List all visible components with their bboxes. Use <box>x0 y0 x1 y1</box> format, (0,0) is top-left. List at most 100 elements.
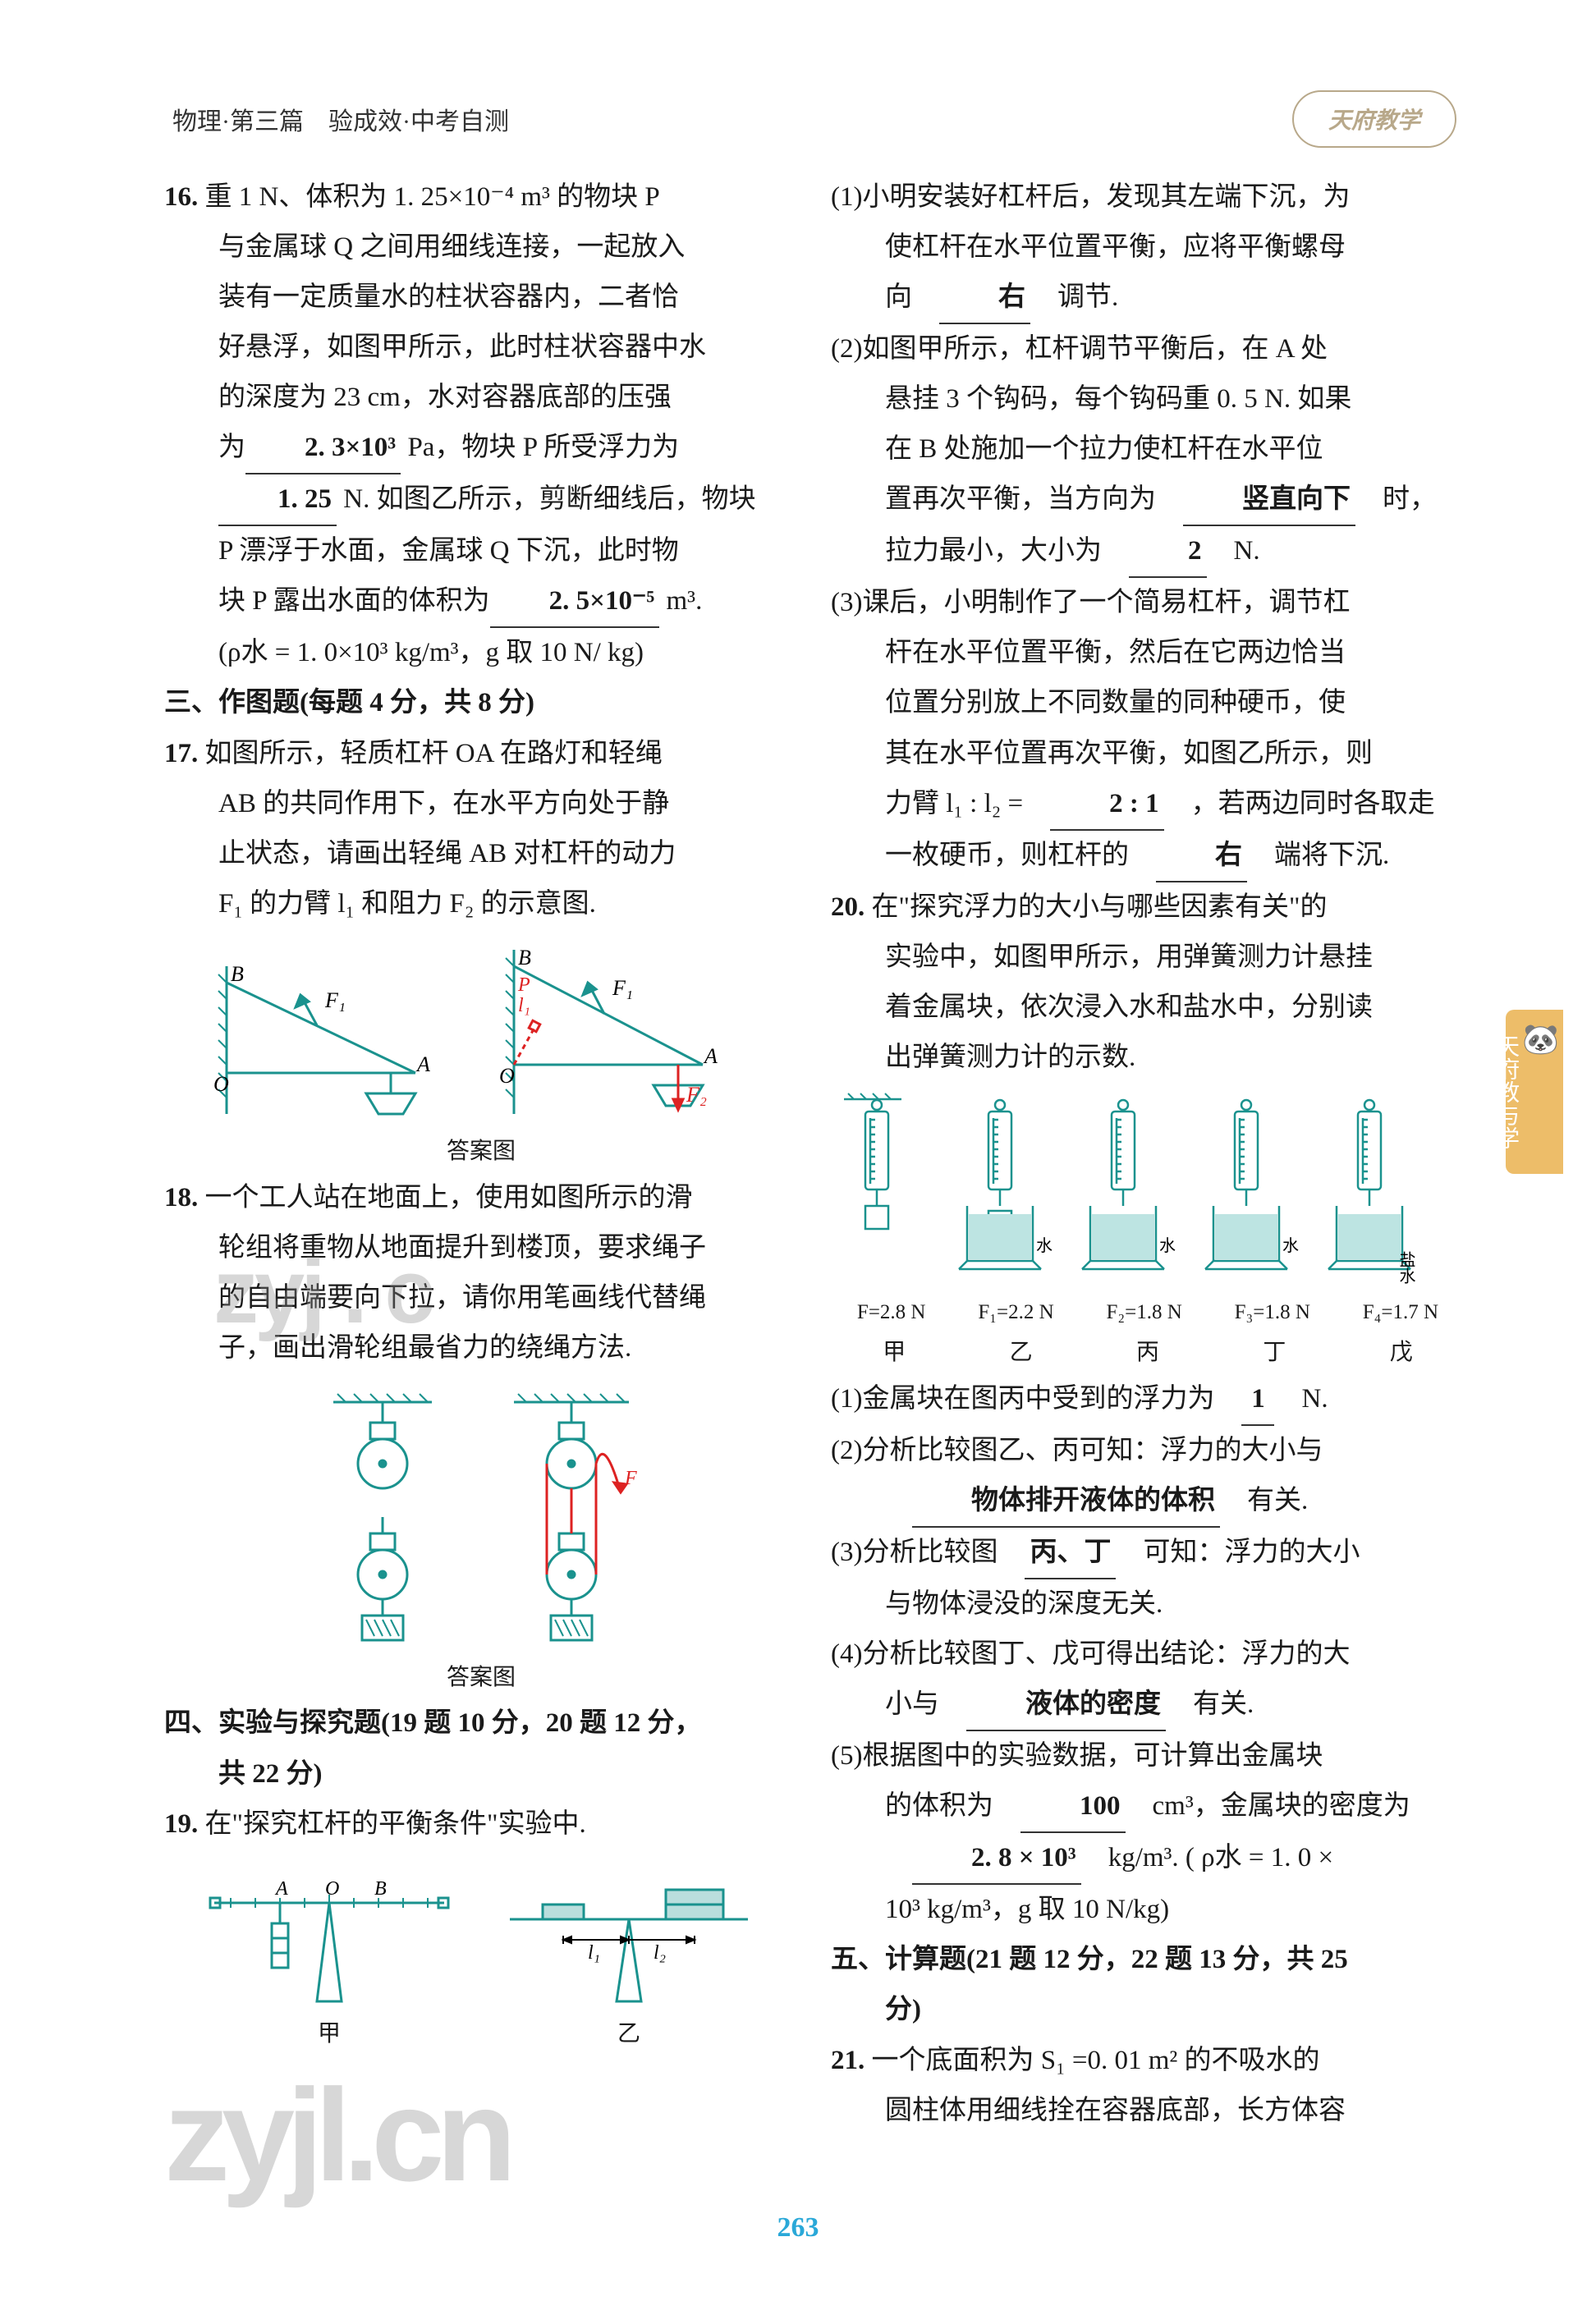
q19-2-answer-force: 2 <box>1129 526 1207 578</box>
section-3-heading: 三、作图题(每题 4 分，共 8 分) <box>164 678 798 728</box>
q19-3-line: 其在水平位置再次平衡，如图乙所示，则 <box>831 729 1465 779</box>
q18-line: 18. 一个工人站在地面上，使用如图所示的滑 <box>164 1173 798 1223</box>
q18-line: 子，画出滑轮组最省力的绕绳方法. <box>164 1323 798 1373</box>
svg-text:水: 水 <box>1282 1236 1299 1255</box>
brand-logo: 天府教学 <box>1292 90 1456 148</box>
q16-line: (ρ水 = 1. 0×10³ kg/m³，g 取 10 N/ kg) <box>164 628 798 678</box>
q20-force: F₂=1.8 N <box>1106 1294 1181 1332</box>
q19-2-line: 在 B 处施加一个拉力使杠杆在水平位 <box>831 424 1465 474</box>
side-tab: 天府教与学 <box>1506 1010 1563 1174</box>
q16-line: 16. 重 1 N、体积为 1. 25×10⁻⁴ m³ 的物块 P <box>164 172 798 222</box>
q21-num: 21. <box>831 2046 864 2075</box>
q19-3-line: 杆在水平位置平衡，然后在它两边恰当 <box>831 628 1465 678</box>
q19-2-line: 拉力最小，大小为 2 N. <box>831 526 1465 578</box>
q18-num: 18. <box>164 1183 198 1212</box>
q20-label: 戊 <box>1390 1332 1413 1374</box>
q19-3-line: 力臂 l₁ : l₂ = 2 : 1 ，若两边同时各取走 <box>831 779 1465 831</box>
q17-diagram-answer: B P l₁ F₁ A O F₂ <box>489 942 752 1122</box>
svg-text:l₁: l₁ <box>518 995 530 1016</box>
section-5-heading-cont: 分) <box>831 1985 1465 2035</box>
q20-5-line: 10³ kg/m³，g 取 10 N/kg) <box>831 1885 1465 1935</box>
section-4-heading: 四、实验与探究题(19 题 10 分，20 题 12 分， <box>164 1698 798 1749</box>
q19-2-line: (2)如图甲所示，杠杆调节平衡后，在 A 处 <box>831 324 1465 374</box>
q19-diagram-yi: l₁ l₂ 乙 <box>493 1862 764 2056</box>
q20-label: 丙 <box>1136 1332 1159 1374</box>
q17-num: 17. <box>164 739 198 768</box>
section-4-heading-cont: 共 22 分) <box>164 1749 798 1799</box>
svg-text:A: A <box>274 1878 288 1900</box>
q16-line: 好悬浮，如图甲所示，此时柱状容器中水 <box>164 323 798 373</box>
q20-line: 实验中，如图甲所示，用弹簧测力计悬挂 <box>831 933 1465 983</box>
q19-2-line: 悬挂 3 个钩码，每个钩码重 0. 5 N. 如果 <box>831 374 1465 424</box>
q17-line: F₁ 的力臂 l₁ 和阻力 F₂ 的示意图. <box>164 879 798 929</box>
q18-diagram-answer: F <box>489 1386 654 1648</box>
svg-text:A: A <box>415 1052 430 1076</box>
q20-diagram: 水水水盐水 <box>836 1087 1460 1292</box>
page-header: 物理·第三篇 验成效·中考自测 天府教学 <box>164 90 1465 148</box>
svg-text:F₂: F₂ <box>686 1083 707 1107</box>
q19-1-answer: 右 <box>939 273 1030 324</box>
q17-line: 止状态，请画出轻绳 AB 对杠杆的动力 <box>164 829 798 879</box>
q19-2-line: 置再次平衡，当方向为 竖直向下 时， <box>831 474 1465 526</box>
svg-text:B: B <box>518 946 531 969</box>
q20-label-row: 甲 乙 丙 丁 戊 <box>831 1332 1465 1374</box>
q19-3-line: 一枚硬币，则杠杆的 右 端将下沉. <box>831 831 1465 882</box>
q18-line: 轮组将重物从地面提升到楼顶，要求绳子 <box>164 1223 798 1273</box>
q18-line: 的自由端要向下拉，请你用笔画线代替绳 <box>164 1273 798 1323</box>
svg-text:l₂: l₂ <box>654 1942 666 1964</box>
q19-1-line: 使杠杆在水平位置平衡，应将平衡螺母 <box>831 222 1465 273</box>
q19-3-answer-ratio: 2 : 1 <box>1050 779 1164 831</box>
right-column: (1)小明安装好杠杆后，发现其左端下沉，为 使杠杆在水平位置平衡，应将平衡螺母 … <box>831 172 1465 2136</box>
q19-num: 19. <box>164 1809 198 1839</box>
q20-label: 丁 <box>1263 1332 1286 1374</box>
q20-force: F₄=1.7 N <box>1363 1294 1438 1332</box>
q20-force: F₃=1.8 N <box>1235 1294 1310 1332</box>
q19-figure: A O B 甲 <box>164 1862 798 2056</box>
q20-4-line: (4)分析比较图丁、戊可得出结论：浮力的大 <box>831 1629 1465 1680</box>
svg-text:l₁: l₁ <box>588 1942 600 1964</box>
q20-2-line: (2)分析比较图乙、丙可知：浮力的大小与 <box>831 1426 1465 1476</box>
q19-3-line: (3)课后，小明制作了一个简易杠杆，调节杠 <box>831 578 1465 628</box>
q16-line: 装有一定质量水的柱状容器内，二者恰 <box>164 273 798 323</box>
q18-caption: 答案图 <box>164 1657 798 1699</box>
q20-3-line: (3)分析比较图 丙、丁 可知：浮力的大小 <box>831 1528 1465 1579</box>
svg-text:盐水: 盐水 <box>1396 1250 1415 1283</box>
q20-force: F₁=2.2 N <box>978 1294 1053 1332</box>
svg-text:B: B <box>231 962 244 986</box>
q16-line: 的深度为 23 cm，水对容器底部的压强 <box>164 373 798 423</box>
svg-text:O: O <box>213 1072 229 1096</box>
q21-line: 21. 一个底面积为 S₁ =0. 01 m² 的不吸水的 <box>831 2036 1465 2086</box>
q16-num: 16. <box>164 182 198 212</box>
q18-figure: F <box>164 1386 798 1648</box>
q16-line: 1. 25 N. 如图乙所示，剪断细线后，物块 <box>164 474 798 526</box>
q20-5-answer-vol: 100 <box>1020 1781 1126 1833</box>
q17-figure: B F₁ A O <box>164 942 798 1122</box>
svg-text:F₁: F₁ <box>612 976 633 1000</box>
q20-2-answer: 物体排开液体的体积 <box>912 1476 1220 1528</box>
q17-diagram-left: B F₁ A O <box>210 958 456 1122</box>
content-columns: 16. 重 1 N、体积为 1. 25×10⁻⁴ m³ 的物块 P 与金属球 Q… <box>164 172 1465 2136</box>
q19-3-answer-side: 右 <box>1156 831 1247 882</box>
q19-cap-jia: 甲 <box>198 2013 461 2056</box>
q19-1-line: (1)小明安装好杠杆后，发现其左端下沉，为 <box>831 172 1465 222</box>
page-number: 263 <box>777 2212 819 2244</box>
q18-diagram-left <box>309 1386 456 1648</box>
q20-figure: 水水水盐水 <box>831 1087 1465 1292</box>
svg-text:B: B <box>374 1878 387 1900</box>
q20-3-line: 与物体浸没的深度无关. <box>831 1579 1465 1629</box>
q16-answer-volume: 2. 5×10⁻⁵ <box>490 576 660 628</box>
q20-1-line: (1)金属块在图丙中受到的浮力为 1 N. <box>831 1374 1465 1426</box>
q20-5-line: 的体积为 100 cm³，金属块的密度为 <box>831 1781 1465 1833</box>
q20-force-row: F=2.8 N F₁=2.2 N F₂=1.8 N F₃=1.8 N F₄=1.… <box>831 1294 1465 1332</box>
svg-text:F: F <box>624 1468 637 1489</box>
q20-line: 出弹簧测力计的示数. <box>831 1033 1465 1083</box>
q16-answer-buoyancy: 1. 25 <box>218 474 337 526</box>
svg-text:水: 水 <box>1036 1236 1053 1255</box>
q17-caption: 答案图 <box>164 1130 798 1173</box>
q17-line: 17. 如图所示，轻质杠杆 OA 在路灯和轻绳 <box>164 729 798 779</box>
q20-num: 20. <box>831 892 864 922</box>
q20-5-line: (5)根据图中的实验数据，可计算出金属块 <box>831 1731 1465 1781</box>
q20-5-answer-density: 2. 8 × 10³ <box>912 1833 1081 1885</box>
q20-4-answer: 液体的密度 <box>966 1680 1166 1731</box>
q20-force: F=2.8 N <box>857 1294 926 1332</box>
